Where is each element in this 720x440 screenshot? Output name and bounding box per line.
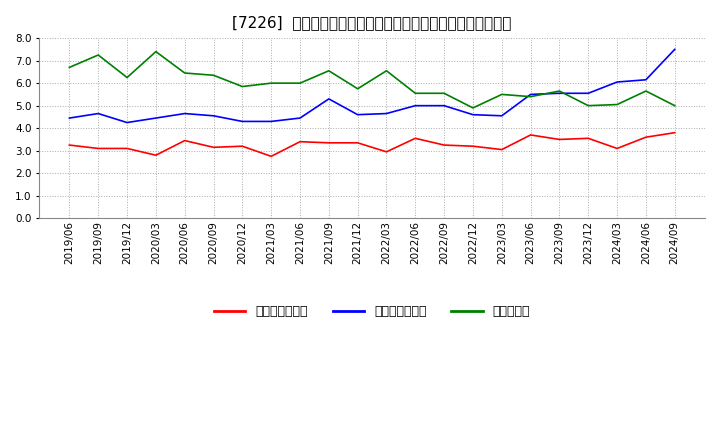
Title: [7226]  売上債権回転率、買入債務回転率、在庫回転率の推移: [7226] 売上債権回転率、買入債務回転率、在庫回転率の推移 xyxy=(233,15,512,30)
Legend: 売上債権回転率, 買入債務回転率, 在庫回転率: 売上債権回転率, 買入債務回転率, 在庫回転率 xyxy=(209,300,535,323)
